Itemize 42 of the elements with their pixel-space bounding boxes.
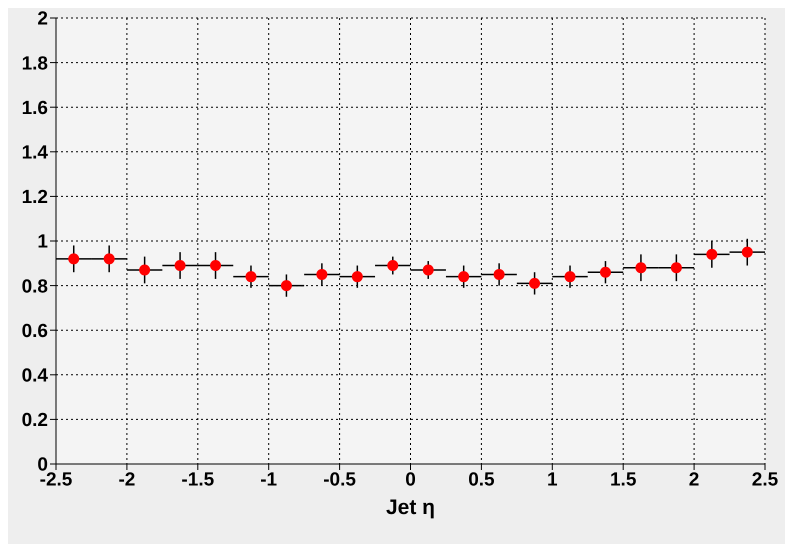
y-tick-label: 0.6: [22, 320, 48, 342]
point: [316, 268, 328, 280]
point: [245, 271, 256, 282]
y-tick-label: 1: [37, 232, 48, 253]
point: [742, 246, 753, 258]
x-tick-label: -1.5: [181, 469, 215, 490]
x-tick-label: -1: [260, 469, 278, 490]
point: [600, 266, 611, 278]
y-tick-label: 1.4: [22, 142, 48, 164]
y-tick-label: 1.2: [22, 187, 48, 208]
y-tick-label: 1.8: [22, 53, 48, 74]
y-tick-label: 0: [37, 454, 48, 476]
x-tick-label: -2: [118, 469, 136, 490]
point: [706, 248, 718, 260]
point: [387, 260, 398, 272]
point: [174, 260, 186, 272]
y-tick-label: 0.8: [22, 276, 48, 298]
point: [422, 264, 434, 276]
x-tick-label: 2: [688, 469, 700, 490]
y-tick-label: 0.2: [22, 410, 48, 432]
x-tick-label: 0.5: [468, 469, 496, 490]
point: [352, 271, 363, 282]
point: [635, 262, 646, 274]
y-tick-label: 0.4: [22, 366, 48, 387]
point: [68, 253, 80, 264]
y-tick-label: 2: [37, 8, 48, 30]
point: [494, 268, 505, 280]
x-tick-label: -0.5: [323, 469, 356, 490]
point: [564, 271, 576, 282]
point: [529, 278, 540, 289]
x-tick-label: 1: [547, 469, 558, 490]
x-axis-title: Jet η: [386, 496, 436, 519]
point: [104, 253, 115, 264]
point: [458, 271, 470, 282]
point: [210, 260, 222, 272]
point: [139, 264, 150, 276]
x-tick-label: 2.5: [752, 469, 779, 490]
point: [670, 262, 682, 274]
x-tick-label: 0: [405, 469, 416, 490]
x-tick-label: 1.5: [610, 469, 637, 490]
point: [280, 280, 292, 292]
y-tick-label: 1.6: [22, 98, 48, 119]
